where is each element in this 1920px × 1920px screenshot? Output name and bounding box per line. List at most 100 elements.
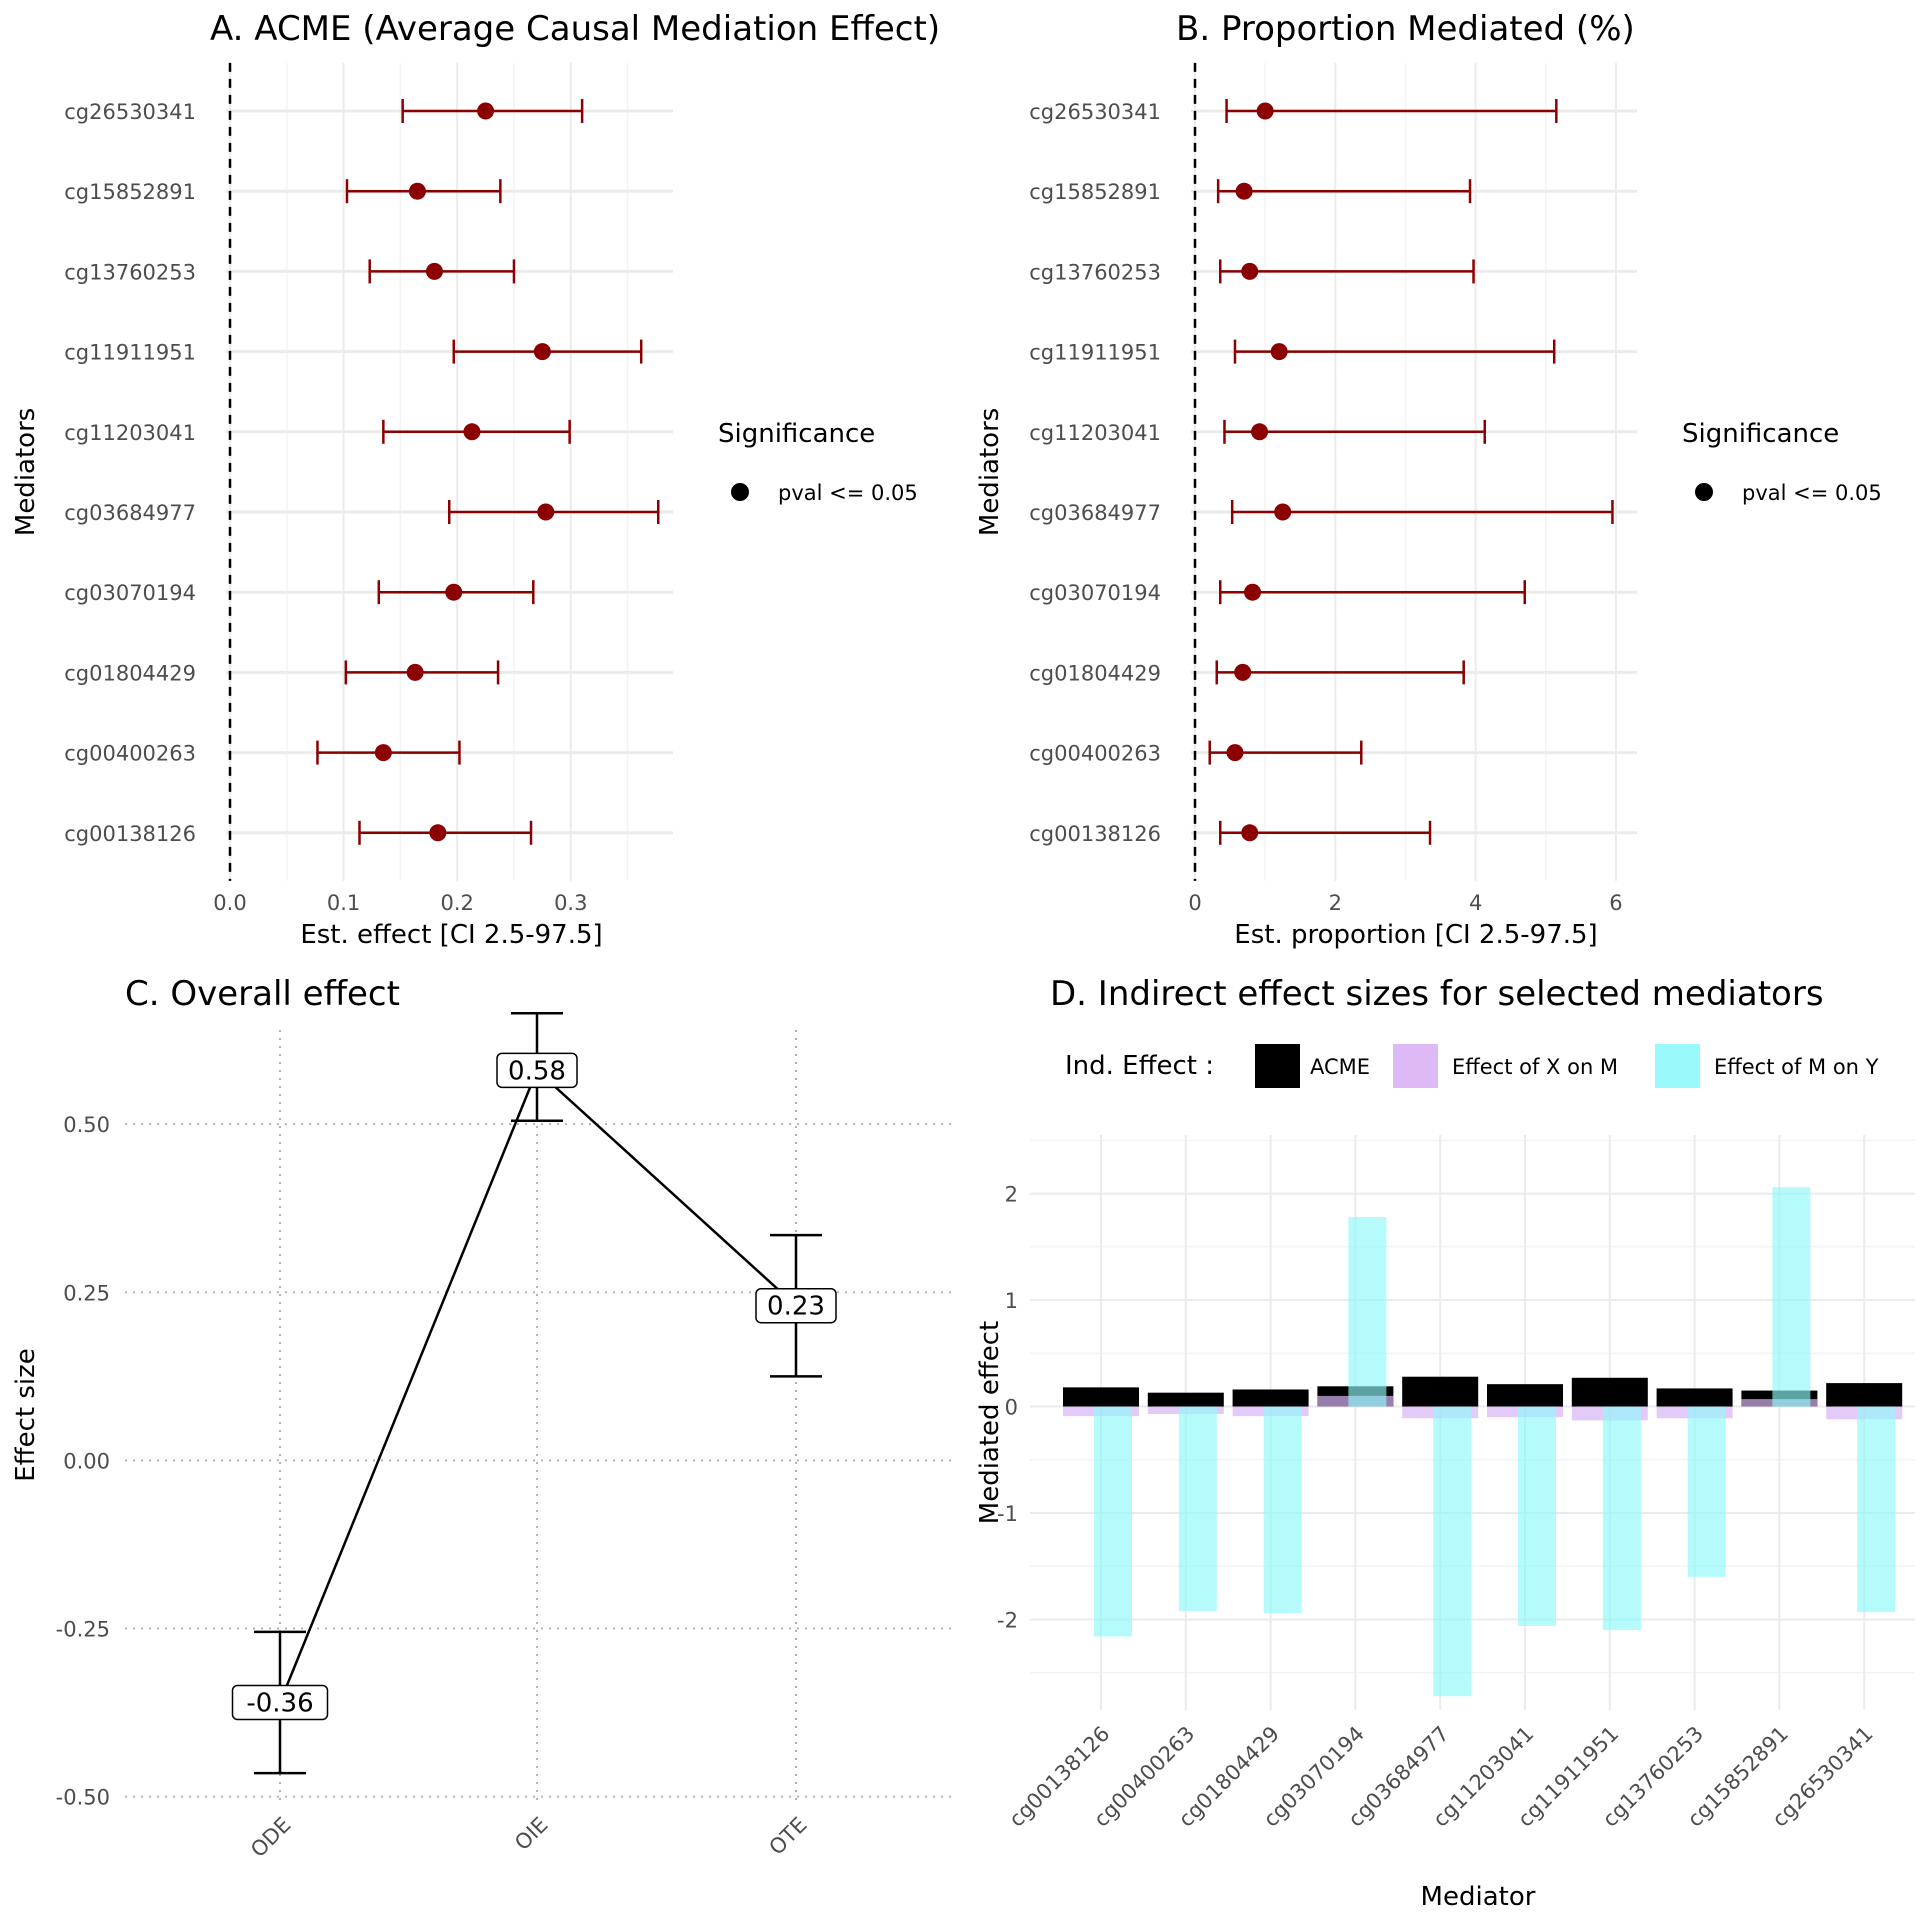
data-point — [537, 503, 555, 521]
y-tick-label: 0.50 — [63, 1113, 110, 1137]
y-tick-label: 0.00 — [63, 1449, 110, 1473]
data-point — [1244, 583, 1262, 601]
legend-label: Effect of M on Y — [1714, 1055, 1879, 1079]
y-tick-label: cg03684977 — [64, 501, 196, 525]
x-tick-label: OTE — [764, 1813, 811, 1860]
legend-key-point — [731, 483, 749, 501]
data-point — [425, 262, 443, 280]
bar-effect-m-on-y — [1433, 1406, 1472, 1697]
y-tick-label: cg26530341 — [64, 100, 196, 124]
y-tick-label: -2 — [997, 1608, 1018, 1632]
bar-effect-m-on-y — [1348, 1216, 1387, 1407]
y-tick-label: cg01804429 — [1029, 661, 1161, 685]
value-label: 0.23 — [767, 1292, 825, 1322]
data-point — [374, 744, 392, 762]
data-point — [1226, 744, 1244, 762]
panel-title: C. Overall effect — [125, 974, 400, 1014]
x-tick-label: 4 — [1469, 891, 1482, 915]
data-point — [406, 663, 424, 681]
y-tick-label: cg11203041 — [64, 421, 196, 445]
value-label-box — [231, 1684, 329, 1721]
bar-acme — [1826, 1383, 1903, 1407]
bar-effect-m-on-y — [1263, 1406, 1302, 1614]
panel-title: A. ACME (Average Causal Mediation Effect… — [210, 9, 940, 49]
data-point — [1274, 503, 1292, 521]
legend-label: ACME — [1310, 1055, 1370, 1079]
data-point — [533, 343, 551, 361]
y-tick-label: cg11911951 — [64, 341, 196, 365]
data-point — [1251, 423, 1269, 441]
y-tick-label: 1 — [1005, 1289, 1018, 1313]
x-tick-label: 0.2 — [440, 891, 473, 915]
y-tick-label: 0 — [1005, 1396, 1018, 1420]
y-tick-label: cg03070194 — [1029, 581, 1161, 605]
legend-label: pval <= 0.05 — [1742, 481, 1882, 505]
data-point — [1270, 343, 1288, 361]
x-tick-label: 0.0 — [213, 891, 246, 915]
legend-key-m-on-y — [1655, 1044, 1700, 1088]
bar-effect-m-on-y — [1602, 1406, 1641, 1631]
x-tick-label: 2 — [1329, 891, 1342, 915]
data-point — [1241, 262, 1259, 280]
x-tick-label: OIE — [510, 1813, 552, 1855]
legend-key-x-on-m — [1393, 1044, 1438, 1088]
panel-title: B. Proportion Mediated (%) — [1176, 9, 1635, 49]
x-tick-label: 0.1 — [327, 891, 360, 915]
bar-effect-m-on-y — [1772, 1187, 1811, 1407]
data-point — [429, 824, 447, 842]
x-tick-label: 0.3 — [554, 891, 587, 915]
y-axis-title: Effect size — [11, 1348, 41, 1482]
x-tick-label: ODE — [246, 1813, 295, 1862]
y-tick-label: cg11203041 — [1029, 421, 1161, 445]
bar-effect-m-on-y — [1687, 1406, 1726, 1577]
y-tick-label: cg26530341 — [1029, 100, 1161, 124]
x-tick-label: 0 — [1188, 891, 1201, 915]
y-tick-label: -0.25 — [56, 1618, 110, 1642]
y-tick-label: cg00400263 — [1029, 742, 1161, 766]
bar-acme — [1656, 1388, 1733, 1407]
bar-acme — [1571, 1377, 1648, 1407]
data-point — [1235, 182, 1253, 200]
data-point — [463, 423, 481, 441]
panel-a-acme: 0.0 0.1 0.2 0.3 cg26530341 cg15852891 cg137602… — [11, 9, 940, 950]
y-axis-title: Mediated effect — [975, 1321, 1005, 1524]
y-tick-label: cg03684977 — [1029, 501, 1161, 525]
y-tick-label: cg13760253 — [1029, 260, 1161, 284]
bar-acme — [1232, 1389, 1309, 1407]
data-point — [1241, 824, 1259, 842]
y-tick-label: -0.50 — [56, 1786, 110, 1810]
bar-effect-m-on-y — [1857, 1406, 1896, 1613]
data-point — [445, 583, 463, 601]
y-tick-label: cg01804429 — [64, 661, 196, 685]
y-tick-label: 0.25 — [63, 1281, 110, 1305]
panel-c-overall-effect: -0.50 -0.25 0.00 0.25 0.50 -0.36 ODE 0.58 OIE 0.2… — [11, 974, 955, 1862]
legend-label: Effect of X on M — [1452, 1055, 1618, 1079]
y-tick-label: cg11911951 — [1029, 341, 1161, 365]
panel-d-indirect-effect-sizes: -2-1012cg00138126cg00400263cg01804429cg0… — [975, 974, 1915, 1912]
y-tick-label: cg03070194 — [64, 581, 196, 605]
y-tick-label: cg00138126 — [1029, 822, 1161, 846]
data-point — [1234, 663, 1252, 681]
x-axis-title: Mediator — [1421, 1882, 1536, 1912]
legend-label: pval <= 0.05 — [778, 481, 918, 505]
legend-title: Significance — [1682, 419, 1839, 449]
bar-acme — [1147, 1392, 1224, 1407]
bar-effect-m-on-y — [1178, 1406, 1217, 1611]
bar-acme — [1402, 1376, 1479, 1407]
y-axis-title: Mediators — [975, 408, 1005, 536]
y-tick-label: cg15852891 — [64, 180, 196, 204]
x-axis-title: Est. effect [CI 2.5-97.5] — [300, 920, 602, 950]
y-tick-label: 2 — [1005, 1183, 1018, 1207]
legend-key-acme — [1255, 1044, 1300, 1088]
data-point — [477, 102, 495, 120]
data-point — [1256, 102, 1274, 120]
bar-acme — [1063, 1387, 1139, 1407]
value-label: 0.58 — [508, 1056, 566, 1086]
value-label-box — [496, 1052, 578, 1089]
bar-acme — [1487, 1384, 1563, 1407]
value-label: -0.36 — [246, 1688, 313, 1718]
y-tick-label: cg15852891 — [1029, 180, 1161, 204]
y-tick-label: -1 — [997, 1502, 1018, 1526]
panel-title: D. Indirect effect sizes for selected me… — [1050, 974, 1824, 1014]
